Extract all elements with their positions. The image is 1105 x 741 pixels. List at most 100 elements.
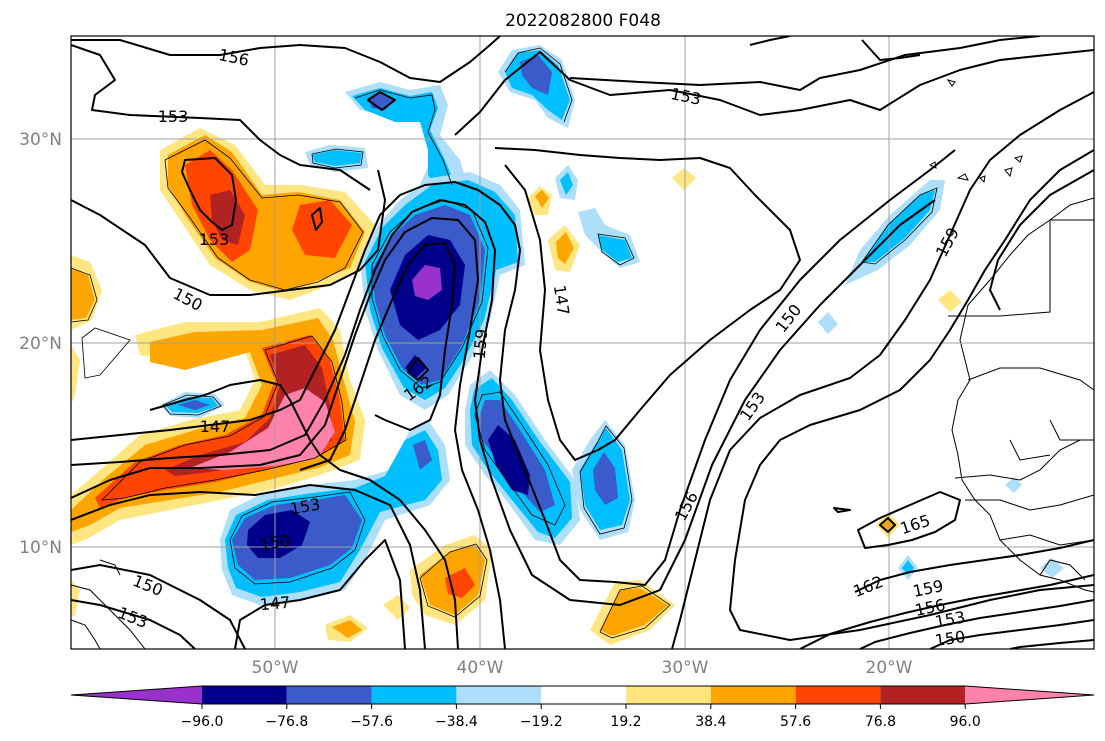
negative-anomaly-area	[598, 235, 632, 262]
colorbar-tick-label: 38.4	[695, 714, 726, 730]
colorbar-swatch	[965, 686, 1094, 704]
colorbar-swatches	[70, 685, 1095, 705]
contour-line	[407, 357, 429, 381]
map-frame	[70, 35, 1095, 650]
contour-line	[989, 169, 1094, 311]
negative-anomaly-area	[1040, 558, 1064, 578]
country-border	[1009, 439, 1051, 461]
anomaly-outlines	[71, 47, 938, 639]
country-border	[999, 534, 1094, 546]
contour-label: 153	[158, 107, 189, 126]
contour-line	[181, 157, 237, 231]
colorbar-swatch	[71, 686, 202, 704]
contour-line	[929, 619, 1094, 649]
contour-label: 147	[259, 593, 291, 615]
anomaly-outline	[861, 187, 938, 265]
contour-line	[879, 517, 896, 533]
negative-anomaly-area	[593, 452, 618, 505]
colorbar-swatch	[880, 686, 966, 704]
contour-line	[71, 149, 956, 586]
longitude-labels: 50°W 40°W 30°W 20°W	[252, 658, 913, 678]
negative-anomaly-area	[312, 150, 362, 166]
contour-line	[494, 147, 801, 461]
contour-line	[71, 599, 196, 649]
height-contours	[71, 36, 1094, 649]
positive-anomaly-area	[556, 232, 574, 264]
anomaly-outline	[71, 267, 98, 323]
anomaly-outline	[162, 394, 222, 416]
contour-line	[149, 379, 459, 649]
negative-anomaly-area	[247, 510, 310, 558]
anomaly-outline	[597, 233, 635, 266]
map-title: 2022082800 F048	[505, 11, 661, 31]
negative-anomaly-area	[560, 172, 573, 195]
anomaly-outline	[419, 543, 488, 618]
colorbar-tick-label: 96.0	[950, 714, 981, 730]
positive-anomaly-area	[535, 190, 549, 208]
colorbar-swatch	[710, 686, 796, 704]
country-border	[965, 494, 1094, 511]
colorbar-tick-label: 76.8	[865, 714, 896, 730]
contour-line	[71, 564, 246, 649]
negative-anomaly-area	[412, 265, 442, 300]
positive-anomaly-area	[672, 168, 696, 190]
contour-line	[311, 207, 323, 231]
anomaly-outline	[311, 148, 364, 169]
contour-line	[367, 91, 396, 111]
coastline-caribbean	[99, 559, 121, 576]
latitude-label: 20°N	[19, 334, 62, 354]
colorbar-tick-label: −57.6	[350, 714, 393, 730]
positive-anomaly-area	[190, 388, 335, 470]
contour-label: 150	[934, 627, 967, 650]
colorbar-swatch	[626, 686, 711, 704]
negative-anomaly-area	[405, 355, 426, 378]
colorbar-tick-label: 57.6	[780, 714, 811, 730]
contour-line	[749, 36, 791, 46]
anomaly-outline	[164, 139, 364, 291]
latitude-labels: 30°N 20°N 10°N	[19, 130, 62, 558]
latitude-label: 10°N	[19, 538, 62, 558]
contour-label: 150	[259, 531, 292, 554]
colorbar: −96.0 −76.8 −57.6 −38.4 −19.2 19.2 38.4 57.6 76.…	[70, 685, 1095, 730]
anomaly-outline	[599, 585, 671, 639]
contour-line	[857, 491, 961, 549]
anomaly-outline	[371, 199, 489, 389]
colorbar-swatch	[795, 686, 881, 704]
contour-label: 147	[200, 417, 231, 436]
coastlines	[71, 79, 1094, 649]
contour-line	[71, 36, 501, 83]
contour-line	[729, 149, 1094, 641]
anomaly-outline	[474, 391, 566, 526]
latitude-label: 30°N	[19, 130, 62, 150]
anomaly-outline	[354, 89, 453, 186]
contour-line	[833, 507, 851, 513]
anomaly-outline	[100, 335, 347, 501]
anomaly-outline	[229, 491, 366, 585]
contour-line	[71, 217, 506, 649]
contour-line	[454, 49, 1094, 136]
negative-anomaly-area	[488, 425, 530, 495]
colorbar-tick-label: 19.2	[610, 714, 641, 730]
colorbar-tick-label: −38.4	[435, 714, 478, 730]
positive-anomaly-area	[71, 345, 80, 405]
contour-line	[671, 91, 1094, 649]
positive-anomaly-area	[332, 620, 362, 638]
colorbar-tick-label: −76.8	[265, 714, 308, 730]
negative-anomaly-area	[520, 55, 552, 95]
country-border	[1049, 419, 1080, 441]
colorbar-swatch	[202, 686, 287, 704]
negative-anomaly-area	[818, 312, 838, 334]
contour-line	[71, 484, 426, 649]
contour-line	[71, 44, 371, 191]
country-border	[967, 367, 1094, 391]
longitude-label: 40°W	[457, 658, 504, 678]
positive-anomaly-area	[292, 200, 352, 258]
negative-anomaly-area	[1005, 477, 1022, 493]
anomaly-outline	[81, 327, 131, 379]
contour-line	[799, 574, 1094, 649]
positive-anomaly-area	[600, 588, 668, 636]
contour-label: 153	[199, 230, 230, 249]
negative-anomaly-area	[413, 440, 432, 470]
longitude-label: 50°W	[252, 658, 299, 678]
contour-line	[234, 539, 406, 649]
